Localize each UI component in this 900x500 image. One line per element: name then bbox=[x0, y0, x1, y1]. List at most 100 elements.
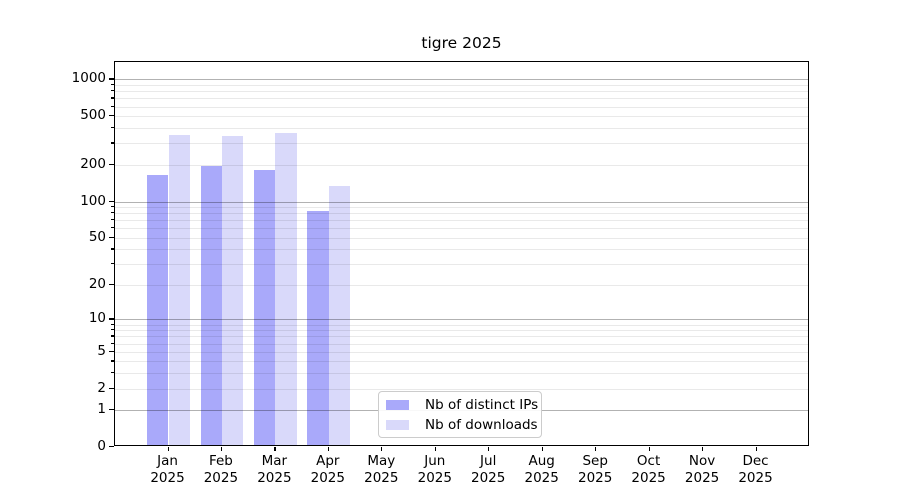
gridline-minor bbox=[115, 285, 808, 286]
y-minor-tick-mark bbox=[111, 360, 114, 362]
y-minor-tick-mark bbox=[111, 263, 114, 265]
gridline-minor bbox=[115, 128, 808, 130]
bar-downloads bbox=[275, 133, 297, 445]
x-tick-label: Feb 2025 bbox=[203, 453, 239, 486]
y-tick-label: 2 bbox=[97, 379, 106, 396]
y-minor-tick-mark bbox=[111, 372, 114, 374]
x-tick-label: Apr 2025 bbox=[310, 453, 345, 486]
x-tick-label: Jun 2025 bbox=[417, 453, 452, 486]
legend-swatch-distinct-ips bbox=[386, 399, 409, 410]
bar-distinct-ips bbox=[147, 174, 169, 445]
y-minor-tick-mark bbox=[111, 323, 114, 325]
y-tick-label: 50 bbox=[88, 228, 106, 245]
legend: Nb of distinct IPs Nb of downloads bbox=[378, 391, 542, 438]
gridline-minor bbox=[115, 351, 808, 353]
y-minor-tick-mark bbox=[111, 227, 114, 229]
x-tick-label: May 2025 bbox=[364, 453, 399, 486]
x-tick-mark bbox=[434, 447, 436, 451]
x-tick-mark bbox=[220, 447, 223, 451]
gridline-minor bbox=[115, 91, 808, 93]
gridline-minor bbox=[115, 220, 808, 222]
y-tick-label: 200 bbox=[80, 155, 106, 172]
y-minor-tick-mark bbox=[111, 142, 114, 144]
x-tick-label: Mar 2025 bbox=[257, 453, 292, 486]
legend-item-downloads: Nb of downloads bbox=[379, 417, 541, 433]
gridline-minor bbox=[115, 264, 808, 266]
gridline-minor bbox=[115, 228, 808, 230]
gridline-minor bbox=[115, 388, 808, 390]
x-tick-label: Nov 2025 bbox=[684, 453, 720, 486]
y-tick-label: 500 bbox=[80, 107, 106, 124]
gridline-minor bbox=[115, 249, 808, 251]
x-tick-label: Dec 2025 bbox=[738, 453, 773, 486]
gridline-minor bbox=[115, 324, 808, 326]
chart-title: tigre 2025 bbox=[421, 34, 502, 52]
plot-area bbox=[114, 61, 809, 446]
bar-distinct-ips bbox=[254, 169, 276, 445]
y-minor-tick-mark bbox=[111, 84, 114, 86]
x-tick-mark bbox=[167, 447, 169, 451]
y-minor-tick-mark bbox=[111, 127, 114, 129]
y-minor-tick-mark bbox=[111, 212, 114, 214]
gridline-minor bbox=[115, 237, 808, 239]
gridline-minor bbox=[115, 143, 808, 145]
y-minor-tick-mark bbox=[111, 90, 114, 92]
y-minor-tick-mark bbox=[111, 335, 114, 337]
gridline-minor bbox=[115, 85, 808, 86]
y-minor-tick-mark bbox=[111, 350, 114, 352]
bar-downloads bbox=[168, 134, 190, 445]
bar-distinct-ips bbox=[307, 211, 329, 445]
y-minor-tick-mark bbox=[111, 236, 114, 238]
legend-label-distinct-ips: Nb of distinct IPs bbox=[425, 396, 539, 413]
gridline-minor bbox=[115, 106, 808, 108]
y-tick-label: 5 bbox=[97, 342, 106, 359]
y-minor-tick-mark bbox=[111, 329, 114, 331]
x-tick-mark bbox=[702, 447, 704, 451]
x-tick-mark bbox=[381, 447, 383, 451]
gridline-major bbox=[115, 201, 808, 203]
y-tick-label: 1 bbox=[97, 401, 106, 418]
gridline-minor bbox=[115, 361, 808, 363]
y-tick-label: 0 bbox=[97, 438, 106, 454]
x-tick-label: Jul 2025 bbox=[471, 453, 506, 486]
gridline-minor bbox=[115, 336, 808, 338]
gridline-minor bbox=[115, 330, 808, 332]
gridline-minor bbox=[115, 343, 808, 345]
x-tick-mark bbox=[595, 447, 597, 451]
y-tick-mark bbox=[109, 78, 114, 80]
bar-distinct-ips bbox=[200, 165, 222, 445]
legend-swatch-downloads bbox=[386, 419, 409, 430]
gridline-minor bbox=[115, 116, 808, 118]
gridline-minor bbox=[115, 164, 808, 166]
y-minor-tick-mark bbox=[111, 163, 114, 166]
gridline-minor bbox=[115, 98, 808, 100]
y-tick-mark bbox=[109, 446, 114, 448]
gridline-minor bbox=[115, 207, 808, 208]
x-tick-mark bbox=[274, 447, 276, 451]
gridline-major bbox=[115, 319, 808, 321]
x-tick-label: Oct 2025 bbox=[631, 453, 666, 486]
y-tick-label: 20 bbox=[88, 276, 106, 292]
y-minor-tick-mark bbox=[111, 206, 114, 208]
gridline-minor bbox=[115, 373, 808, 375]
y-tick-mark bbox=[109, 318, 114, 320]
y-tick-mark bbox=[109, 200, 114, 202]
y-tick-label: 10 bbox=[88, 310, 106, 327]
x-tick-mark bbox=[755, 447, 757, 451]
y-minor-tick-mark bbox=[111, 97, 114, 99]
y-minor-tick-mark bbox=[111, 284, 114, 286]
y-minor-tick-mark bbox=[111, 105, 114, 107]
x-tick-mark bbox=[648, 447, 650, 451]
y-minor-tick-mark bbox=[111, 219, 114, 221]
x-tick-label: Sep 2025 bbox=[578, 453, 613, 486]
y-tick-label: 1000 bbox=[71, 70, 106, 87]
x-tick-mark bbox=[327, 447, 329, 451]
y-minor-tick-mark bbox=[111, 387, 114, 389]
x-tick-mark bbox=[541, 447, 543, 451]
legend-label-downloads: Nb of downloads bbox=[425, 416, 538, 433]
bar-downloads bbox=[221, 135, 244, 445]
legend-item-distinct-ips: Nb of distinct IPs bbox=[379, 397, 541, 413]
y-minor-tick-mark bbox=[111, 115, 114, 117]
x-tick-label: Aug 2025 bbox=[524, 453, 559, 486]
